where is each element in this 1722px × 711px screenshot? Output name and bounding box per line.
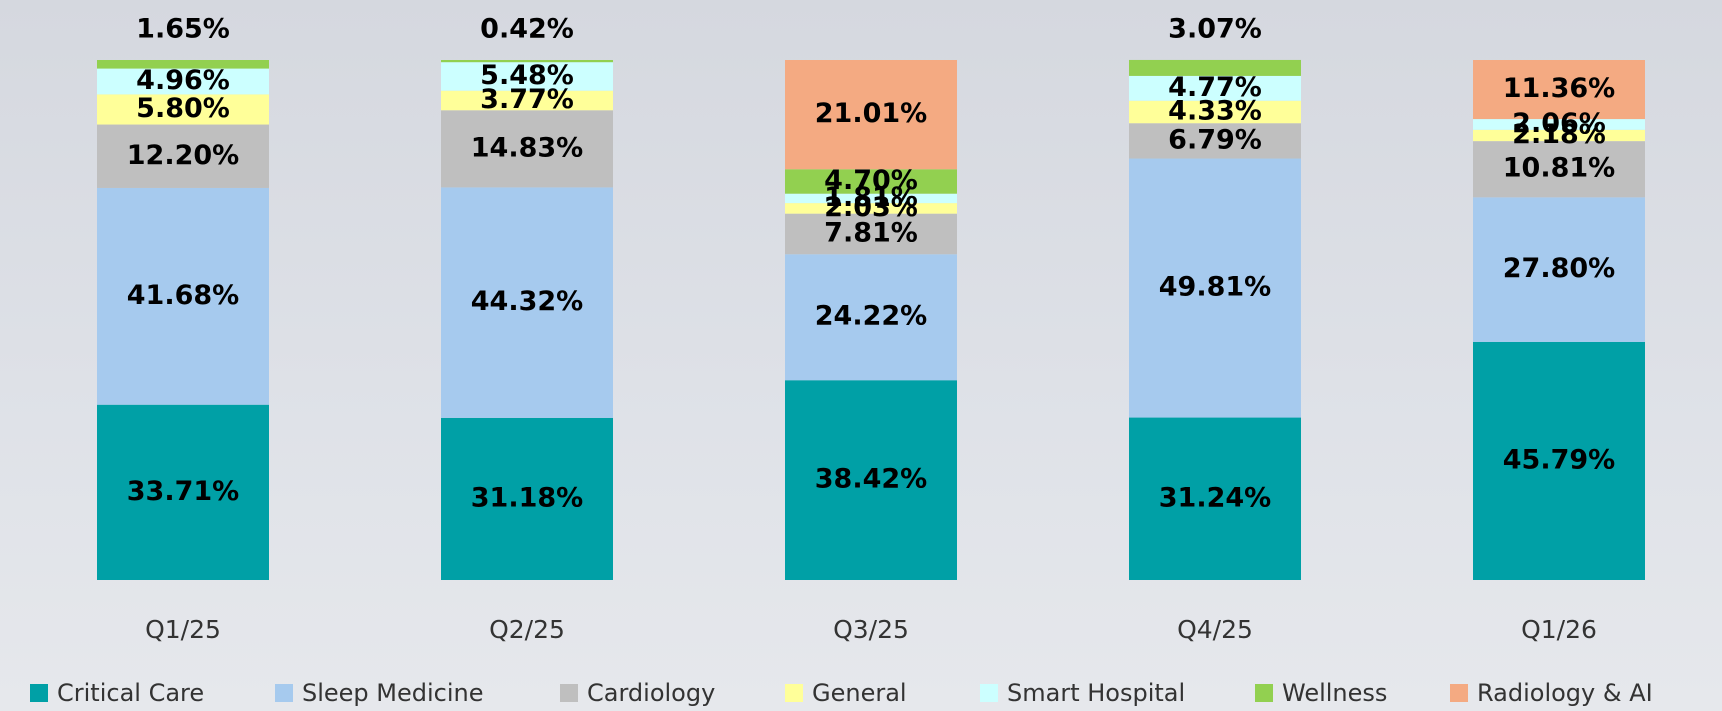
bar-segment <box>785 213 957 255</box>
bar-segment <box>97 60 269 69</box>
data-label: 38.42% <box>815 464 927 495</box>
data-label: 3.07% <box>1168 13 1262 44</box>
bar-segment <box>1473 197 1645 342</box>
data-label: 31.18% <box>471 482 583 513</box>
x-tick-label: Q4/25 <box>1177 615 1253 644</box>
data-label: 4.77% <box>1168 72 1262 103</box>
x-tick-label: Q1/25 <box>145 615 221 644</box>
data-label: 5.80% <box>136 93 230 124</box>
bar-segment <box>1473 119 1645 130</box>
bar-segment <box>1473 341 1645 580</box>
bar-segment <box>785 254 957 381</box>
bar-segment <box>97 187 269 405</box>
bar-segment <box>785 380 957 580</box>
x-tick-label: Q3/25 <box>833 615 909 644</box>
x-tick-label: Q2/25 <box>489 615 565 644</box>
data-label: 5.48% <box>480 60 574 91</box>
bar-segment <box>1129 158 1301 418</box>
data-label: 24.22% <box>815 301 927 332</box>
data-label: 1.65% <box>136 14 230 45</box>
data-label: 2.18% <box>1512 119 1606 150</box>
bar-segment <box>785 193 957 204</box>
bar-segment <box>441 417 613 580</box>
x-tick-label: Q1/26 <box>1521 615 1597 644</box>
data-label: 2.06% <box>1512 108 1606 139</box>
bar-segment <box>441 187 613 418</box>
data-label: 7.81% <box>824 217 918 248</box>
bar-segment <box>441 60 613 63</box>
data-label: 45.79% <box>1503 444 1615 475</box>
data-label: 14.83% <box>471 132 583 163</box>
legend-swatch <box>30 684 48 702</box>
legend-swatch <box>1255 684 1273 702</box>
data-label: 4.70% <box>824 165 918 196</box>
data-label: 3.77% <box>480 84 574 115</box>
legend-label: Wellness <box>1282 679 1387 707</box>
data-label: 10.81% <box>1503 153 1615 184</box>
bar-segment <box>441 90 613 111</box>
data-label: 33.71% <box>127 476 239 507</box>
legend-label: Critical Care <box>57 679 204 707</box>
bar-segment <box>785 203 957 214</box>
bar-segment <box>785 169 957 194</box>
bar-segment <box>1129 100 1301 124</box>
data-label: 0.42% <box>480 14 574 45</box>
legend-label: Radiology & AI <box>1477 679 1653 707</box>
bar-segment <box>441 110 613 188</box>
data-label: 49.81% <box>1159 272 1271 303</box>
legend-swatch <box>275 684 293 702</box>
bar-segment <box>1473 141 1645 198</box>
bar-segment <box>97 94 269 125</box>
legend-swatch <box>785 684 803 702</box>
bar-segment <box>785 60 957 170</box>
data-label: 11.36% <box>1503 73 1615 104</box>
data-label: 4.33% <box>1168 95 1262 126</box>
legend-label: Cardiology <box>587 679 715 707</box>
bar-segment <box>1129 417 1301 580</box>
legend-swatch <box>980 684 998 702</box>
bar-segment <box>97 68 269 95</box>
legend-label: Sleep Medicine <box>302 679 484 707</box>
data-label: 12.20% <box>127 140 239 171</box>
bar-segment <box>97 404 269 580</box>
bar-segment <box>1129 75 1301 101</box>
legend-label: General <box>812 679 907 707</box>
data-label: 21.01% <box>815 98 927 129</box>
bar-segment <box>441 62 613 91</box>
legend-swatch <box>560 684 578 702</box>
data-label: 44.32% <box>471 286 583 317</box>
legend-swatch <box>1450 684 1468 702</box>
data-label: 4.96% <box>136 65 230 96</box>
bar-segment <box>1129 123 1301 159</box>
legend-label: Smart Hospital <box>1007 679 1185 707</box>
data-label: 31.24% <box>1159 482 1271 513</box>
data-label: 1.81% <box>824 182 918 213</box>
data-label: 27.80% <box>1503 253 1615 284</box>
bar-segment <box>1473 60 1645 120</box>
bar-segment <box>97 124 269 188</box>
bar-segment <box>1129 59 1301 76</box>
bar-segment <box>1473 129 1645 142</box>
data-label: 41.68% <box>127 280 239 311</box>
data-label: 6.79% <box>1168 124 1262 155</box>
data-label: 2.03% <box>824 192 918 223</box>
